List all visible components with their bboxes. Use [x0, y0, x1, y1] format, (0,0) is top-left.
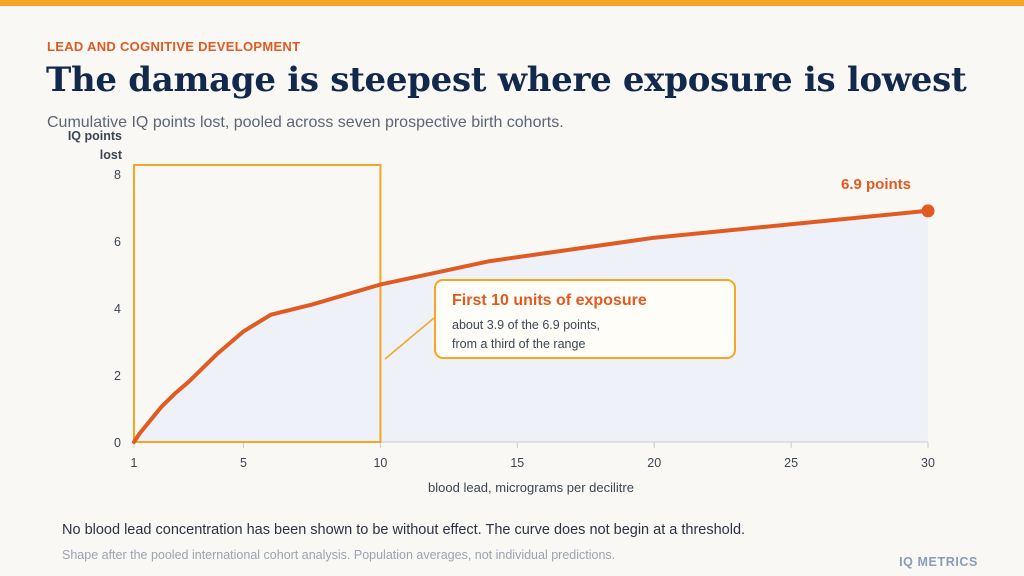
y-axis-label: IQ points lost — [46, 127, 122, 165]
x-tick-label: 20 — [647, 456, 661, 470]
source-note: Shape after the pooled international coh… — [62, 548, 616, 562]
callout-title: First 10 units of exposure — [452, 292, 647, 309]
page-title: The damage is steepest where exposure is… — [46, 60, 967, 100]
x-tick-label: 30 — [921, 456, 935, 470]
x-tick-label: 5 — [240, 456, 247, 470]
callout-box: First 10 units of exposure about 3.9 of … — [434, 279, 736, 359]
end-value-label: 6.9 points — [840, 176, 911, 193]
series-line — [132, 208, 930, 444]
x-tick-label: 1 — [131, 456, 138, 470]
callout-leader-line — [384, 317, 435, 360]
x-tick-label: 25 — [784, 456, 798, 470]
highlight-range-box — [133, 164, 382, 443]
eyebrow: LEAD AND COGNITIVE DEVELOPMENT — [47, 39, 301, 54]
callout-line-1: about 3.9 of the 6.9 points, — [452, 318, 601, 332]
y-tick-label: 0 — [114, 436, 121, 450]
brand-logo: IQ METRICS — [899, 555, 978, 569]
top-accent-bar — [0, 0, 1024, 6]
x-tick-label: 15 — [510, 456, 524, 470]
y-tick-label: 2 — [114, 369, 121, 383]
y-axis-label-line2: lost — [99, 148, 122, 162]
x-tick-label: 10 — [373, 456, 387, 470]
footnote: No blood lead concentration has been sho… — [62, 522, 746, 538]
end-point-marker — [921, 204, 935, 218]
y-tick-label: 6 — [114, 235, 121, 249]
y-axis-label-line1: IQ points — [67, 129, 122, 143]
callout-line-2: from a third of the range — [452, 337, 586, 351]
x-axis-label: blood lead, micrograms per decilitre — [428, 480, 634, 495]
subtitle: Cumulative IQ points lost, pooled across… — [47, 114, 564, 131]
y-tick-label: 8 — [114, 168, 121, 182]
y-tick-label: 4 — [114, 302, 121, 316]
